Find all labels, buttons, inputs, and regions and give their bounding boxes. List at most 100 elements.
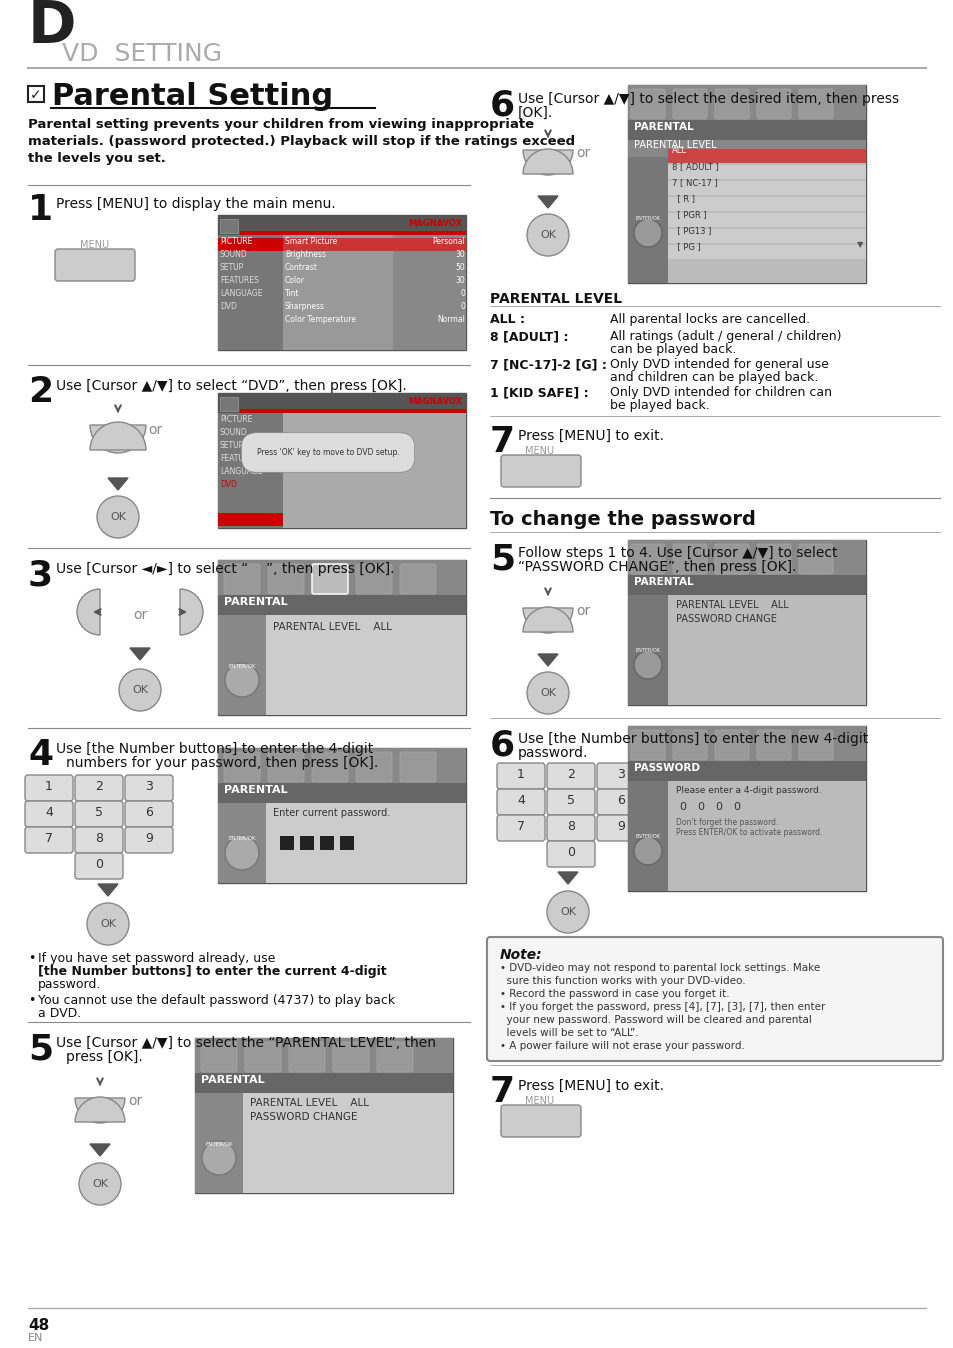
Text: [the Number buttons] to enter the current 4-digit: [the Number buttons] to enter the curren…: [38, 965, 386, 979]
Text: FEATURES: FEATURES: [220, 454, 258, 462]
Text: 5: 5: [95, 806, 103, 820]
Text: PARENTAL: PARENTAL: [224, 597, 287, 607]
Bar: [194, 1038, 453, 1193]
Text: Normal: Normal: [436, 315, 464, 324]
Text: or: or: [148, 423, 162, 437]
Text: You cannot use the default password (4737) to play back: You cannot use the default password (473…: [38, 993, 395, 1007]
Text: password.: password.: [38, 979, 101, 991]
Text: 30: 30: [455, 249, 464, 259]
FancyBboxPatch shape: [268, 752, 304, 782]
Text: ENTER/OK: ENTER/OK: [228, 836, 255, 841]
Text: [ PGR ]: [ PGR ]: [671, 210, 706, 218]
Text: “PASSWORD CHANGE”, then press [OK].: “PASSWORD CHANGE”, then press [OK].: [517, 559, 796, 574]
Text: OK: OK: [100, 919, 116, 929]
FancyBboxPatch shape: [75, 853, 123, 879]
Circle shape: [634, 218, 661, 247]
Text: a DVD.: a DVD.: [38, 1007, 81, 1020]
Text: PARENTAL: PARENTAL: [201, 1074, 264, 1085]
Bar: [627, 727, 865, 762]
Bar: [627, 594, 667, 705]
FancyBboxPatch shape: [597, 763, 644, 789]
Bar: [627, 762, 865, 780]
Text: Don't forget the password.: Don't forget the password.: [676, 818, 778, 828]
Text: 30: 30: [455, 276, 464, 284]
Text: password.: password.: [517, 745, 588, 760]
Text: 5: 5: [490, 542, 515, 576]
FancyBboxPatch shape: [333, 1042, 369, 1072]
FancyBboxPatch shape: [25, 828, 73, 853]
Text: 6: 6: [617, 794, 624, 807]
Text: 48: 48: [28, 1318, 50, 1333]
Text: 0: 0: [566, 847, 575, 859]
FancyBboxPatch shape: [125, 828, 172, 853]
Bar: [667, 213, 865, 226]
Wedge shape: [522, 607, 573, 632]
Bar: [240, 408, 465, 412]
FancyBboxPatch shape: [355, 563, 392, 594]
Text: Press [MENU] to display the main menu.: Press [MENU] to display the main menu.: [56, 197, 335, 212]
Circle shape: [526, 673, 568, 714]
FancyBboxPatch shape: [799, 731, 832, 760]
FancyBboxPatch shape: [714, 545, 748, 574]
Text: 0: 0: [459, 302, 464, 311]
Text: PASSWORD: PASSWORD: [634, 763, 700, 772]
Wedge shape: [75, 1099, 125, 1123]
Text: Tint: Tint: [285, 288, 299, 298]
FancyBboxPatch shape: [75, 828, 123, 853]
Text: MAGNAVOX: MAGNAVOX: [408, 218, 461, 228]
Text: Parental Setting: Parental Setting: [52, 82, 333, 111]
Bar: [627, 727, 865, 891]
Text: PARENTAL: PARENTAL: [634, 123, 693, 132]
FancyBboxPatch shape: [289, 1042, 325, 1072]
FancyBboxPatch shape: [672, 545, 706, 574]
FancyBboxPatch shape: [399, 563, 436, 594]
Bar: [627, 156, 667, 283]
Bar: [218, 214, 465, 235]
Bar: [627, 594, 865, 705]
FancyBboxPatch shape: [500, 1105, 580, 1136]
Text: Use [the Number buttons] to enter the 4-digit: Use [the Number buttons] to enter the 4-…: [56, 741, 373, 756]
Text: 1: 1: [45, 780, 52, 793]
Text: 2: 2: [28, 375, 53, 408]
Circle shape: [79, 1163, 121, 1205]
Text: [OK].: [OK].: [517, 106, 553, 120]
Text: Use [Cursor ◄/►] to select “: Use [Cursor ◄/►] to select “: [56, 562, 248, 576]
Bar: [218, 239, 283, 251]
Bar: [218, 748, 465, 883]
Text: SOUND: SOUND: [220, 429, 248, 437]
Bar: [283, 412, 465, 528]
Text: 7: 7: [45, 832, 53, 845]
Text: Brightness: Brightness: [285, 249, 326, 259]
Text: Press ENTER/OK to activate password.: Press ENTER/OK to activate password.: [676, 828, 821, 837]
Bar: [218, 594, 465, 615]
Text: MENU: MENU: [525, 1096, 554, 1105]
FancyBboxPatch shape: [312, 752, 348, 782]
Text: FEATURES: FEATURES: [220, 276, 258, 284]
Text: PICTURE: PICTURE: [220, 415, 253, 425]
Bar: [299, 836, 314, 851]
Text: • If you forget the password, press [4], [7], [3], [7], then enter: • If you forget the password, press [4],…: [499, 1002, 824, 1012]
Text: 0: 0: [95, 857, 103, 871]
Text: Use [the Number buttons] to enter the new 4-digit: Use [the Number buttons] to enter the ne…: [517, 732, 867, 745]
Text: 3: 3: [28, 558, 53, 592]
Text: 1: 1: [517, 768, 524, 780]
Bar: [339, 836, 354, 851]
Text: MAGNAVOX: MAGNAVOX: [408, 398, 461, 406]
Bar: [627, 156, 865, 283]
FancyBboxPatch shape: [399, 752, 436, 782]
Text: ▼: ▼: [856, 240, 862, 249]
Bar: [218, 394, 465, 412]
Text: D: D: [28, 0, 76, 55]
Text: •: •: [28, 952, 35, 965]
Wedge shape: [522, 150, 573, 175]
Text: ALL: ALL: [671, 146, 686, 155]
Polygon shape: [558, 872, 578, 884]
Bar: [319, 836, 334, 851]
Bar: [194, 1093, 243, 1193]
FancyBboxPatch shape: [799, 89, 832, 119]
Text: 2: 2: [566, 768, 575, 780]
Text: or: or: [576, 146, 590, 160]
FancyBboxPatch shape: [597, 789, 644, 816]
Text: ENTER/OK: ENTER/OK: [635, 834, 659, 838]
Bar: [627, 541, 865, 705]
